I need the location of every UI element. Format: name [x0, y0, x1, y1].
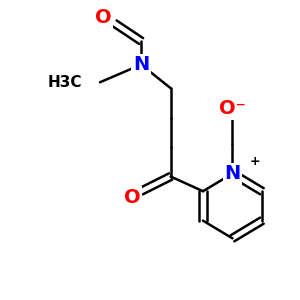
Text: O: O: [124, 188, 141, 207]
Text: +: +: [250, 155, 261, 168]
Text: H3C: H3C: [48, 75, 82, 90]
Text: O⁻: O⁻: [219, 99, 246, 118]
Text: N: N: [133, 55, 149, 74]
Text: O: O: [94, 8, 111, 27]
Text: N: N: [224, 164, 241, 183]
